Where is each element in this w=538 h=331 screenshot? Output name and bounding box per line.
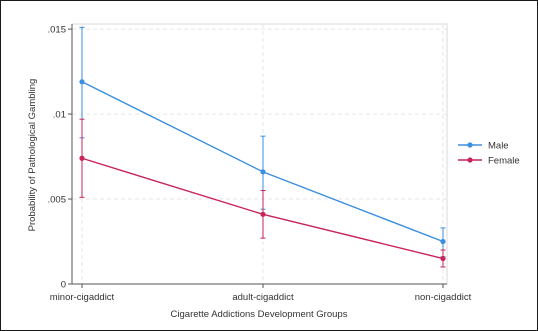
axes [71, 24, 447, 285]
male-point-2 [440, 238, 446, 245]
x-tick-label-0: minor-cigaddict [50, 292, 115, 303]
y-tick-label-0: 0 [61, 280, 66, 291]
y-tick-label-1: .005 [48, 195, 67, 206]
male-point-0 [79, 79, 85, 85]
y-axis-title: Probability of Pathological Gambling [27, 79, 38, 232]
x-axis-title: Cigarette Addictions Development Groups [171, 309, 348, 320]
plot-area [71, 23, 448, 285]
series [79, 26, 446, 268]
x-ticks: minor-cigaddict adult-cigaddict non-cigadd… [50, 284, 472, 303]
female-point-2 [440, 255, 446, 262]
female-point-0 [79, 155, 85, 161]
female-point-1 [260, 211, 266, 217]
x-tick-label-2: non-cigaddict [415, 292, 472, 303]
legend-label-male: Male [488, 141, 509, 152]
x-tick-label-1: adult-cigaddict [232, 292, 294, 303]
y-tick-label-3: .015 [48, 25, 67, 36]
legend: Male Female [458, 141, 520, 167]
male-point-1 [260, 169, 266, 175]
legend-label-female: Female [488, 156, 520, 167]
y-tick-label-2: .01 [53, 110, 66, 121]
legend-marker-male [467, 142, 473, 148]
y-ticks: 0 .005 .01 .015 [48, 25, 72, 291]
legend-marker-female [467, 157, 473, 163]
